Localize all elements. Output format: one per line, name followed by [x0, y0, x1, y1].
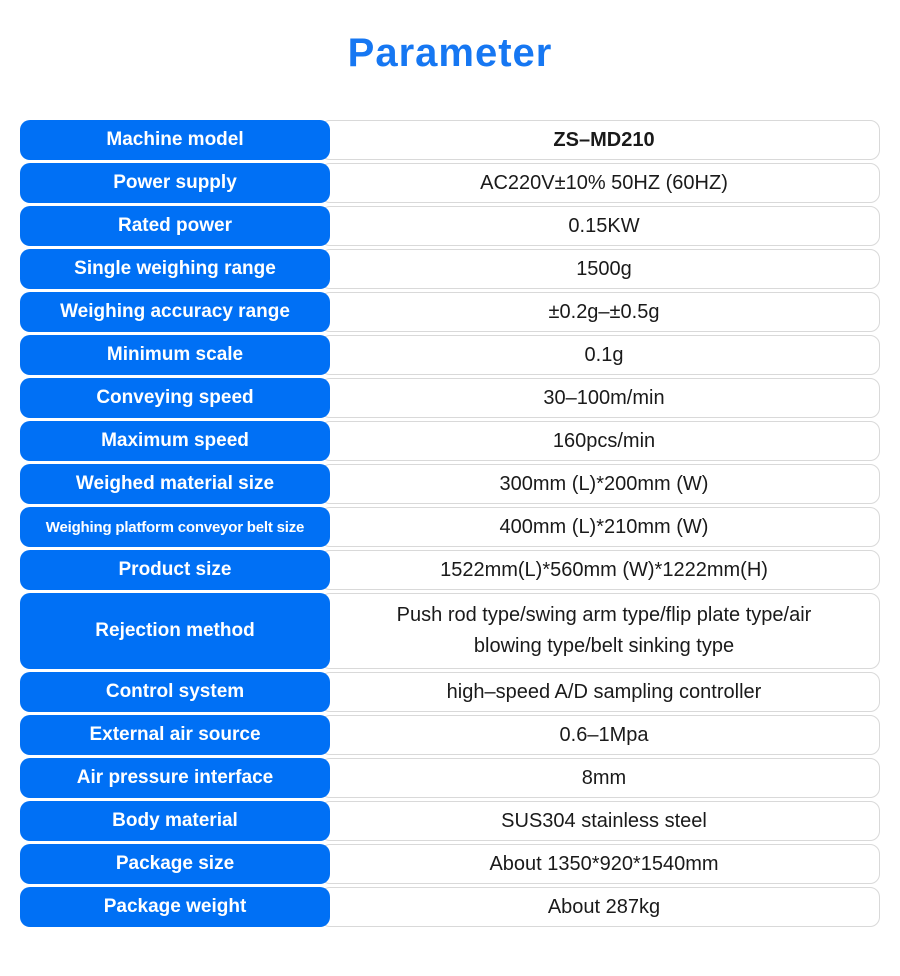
- table-row: Machine model ZS–MD210: [20, 120, 880, 160]
- row-label: External air source: [20, 715, 330, 755]
- table-row: Maximum speed 160pcs/min: [20, 421, 880, 461]
- row-value: 160pcs/min: [320, 421, 880, 461]
- parameter-table: Machine model ZS–MD210 Power supply AC22…: [20, 120, 880, 927]
- table-row: Air pressure interface 8mm: [20, 758, 880, 798]
- table-row: Weighed material size 300mm (L)*200mm (W…: [20, 464, 880, 504]
- row-label: Maximum speed: [20, 421, 330, 461]
- table-row: Package size About 1350*920*1540mm: [20, 844, 880, 884]
- row-value: 8mm: [320, 758, 880, 798]
- table-row: Package weight About 287kg: [20, 887, 880, 927]
- row-value: AC220V±10% 50HZ (60HZ): [320, 163, 880, 203]
- row-value: About 1350*920*1540mm: [320, 844, 880, 884]
- table-row: Minimum scale 0.1g: [20, 335, 880, 375]
- row-label: Machine model: [20, 120, 330, 160]
- row-label: Conveying speed: [20, 378, 330, 418]
- table-row: Weighing accuracy range ±0.2g–±0.5g: [20, 292, 880, 332]
- table-row: Product size 1522mm(L)*560mm (W)*1222mm(…: [20, 550, 880, 590]
- row-label: Body material: [20, 801, 330, 841]
- row-label: Single weighing range: [20, 249, 330, 289]
- row-label: Air pressure interface: [20, 758, 330, 798]
- row-label: Weighing platform conveyor belt size: [20, 507, 330, 547]
- row-value: ±0.2g–±0.5g: [320, 292, 880, 332]
- row-value: ZS–MD210: [320, 120, 880, 160]
- row-value: 1522mm(L)*560mm (W)*1222mm(H): [320, 550, 880, 590]
- row-label: Rated power: [20, 206, 330, 246]
- row-value: Push rod type/swing arm type/flip plate …: [320, 593, 880, 669]
- table-row: Control system high–speed A/D sampling c…: [20, 672, 880, 712]
- row-value: 30–100m/min: [320, 378, 880, 418]
- row-value: About 287kg: [320, 887, 880, 927]
- row-label: Weighed material size: [20, 464, 330, 504]
- row-label: Minimum scale: [20, 335, 330, 375]
- row-value: 0.6–1Mpa: [320, 715, 880, 755]
- table-row: Conveying speed 30–100m/min: [20, 378, 880, 418]
- row-value: 0.15KW: [320, 206, 880, 246]
- row-label: Package size: [20, 844, 330, 884]
- row-value: 1500g: [320, 249, 880, 289]
- row-label: Control system: [20, 672, 330, 712]
- table-row: Power supply AC220V±10% 50HZ (60HZ): [20, 163, 880, 203]
- table-row: Single weighing range 1500g: [20, 249, 880, 289]
- parameter-sheet: Parameter Machine model ZS–MD210 Power s…: [0, 30, 900, 927]
- row-label: Power supply: [20, 163, 330, 203]
- table-row: Weighing platform conveyor belt size 400…: [20, 507, 880, 547]
- table-row: External air source 0.6–1Mpa: [20, 715, 880, 755]
- row-value: 400mm (L)*210mm (W): [320, 507, 880, 547]
- row-label: Weighing accuracy range: [20, 292, 330, 332]
- table-row: Body material SUS304 stainless steel: [20, 801, 880, 841]
- table-row: Rated power 0.15KW: [20, 206, 880, 246]
- row-value: high–speed A/D sampling controller: [320, 672, 880, 712]
- page-title: Parameter: [347, 31, 553, 75]
- table-row: Rejection method Push rod type/swing arm…: [20, 593, 880, 669]
- row-value: 300mm (L)*200mm (W): [320, 464, 880, 504]
- row-label: Package weight: [20, 887, 330, 927]
- row-value: SUS304 stainless steel: [320, 801, 880, 841]
- row-value: 0.1g: [320, 335, 880, 375]
- row-label: Rejection method: [20, 593, 330, 669]
- row-label: Product size: [20, 550, 330, 590]
